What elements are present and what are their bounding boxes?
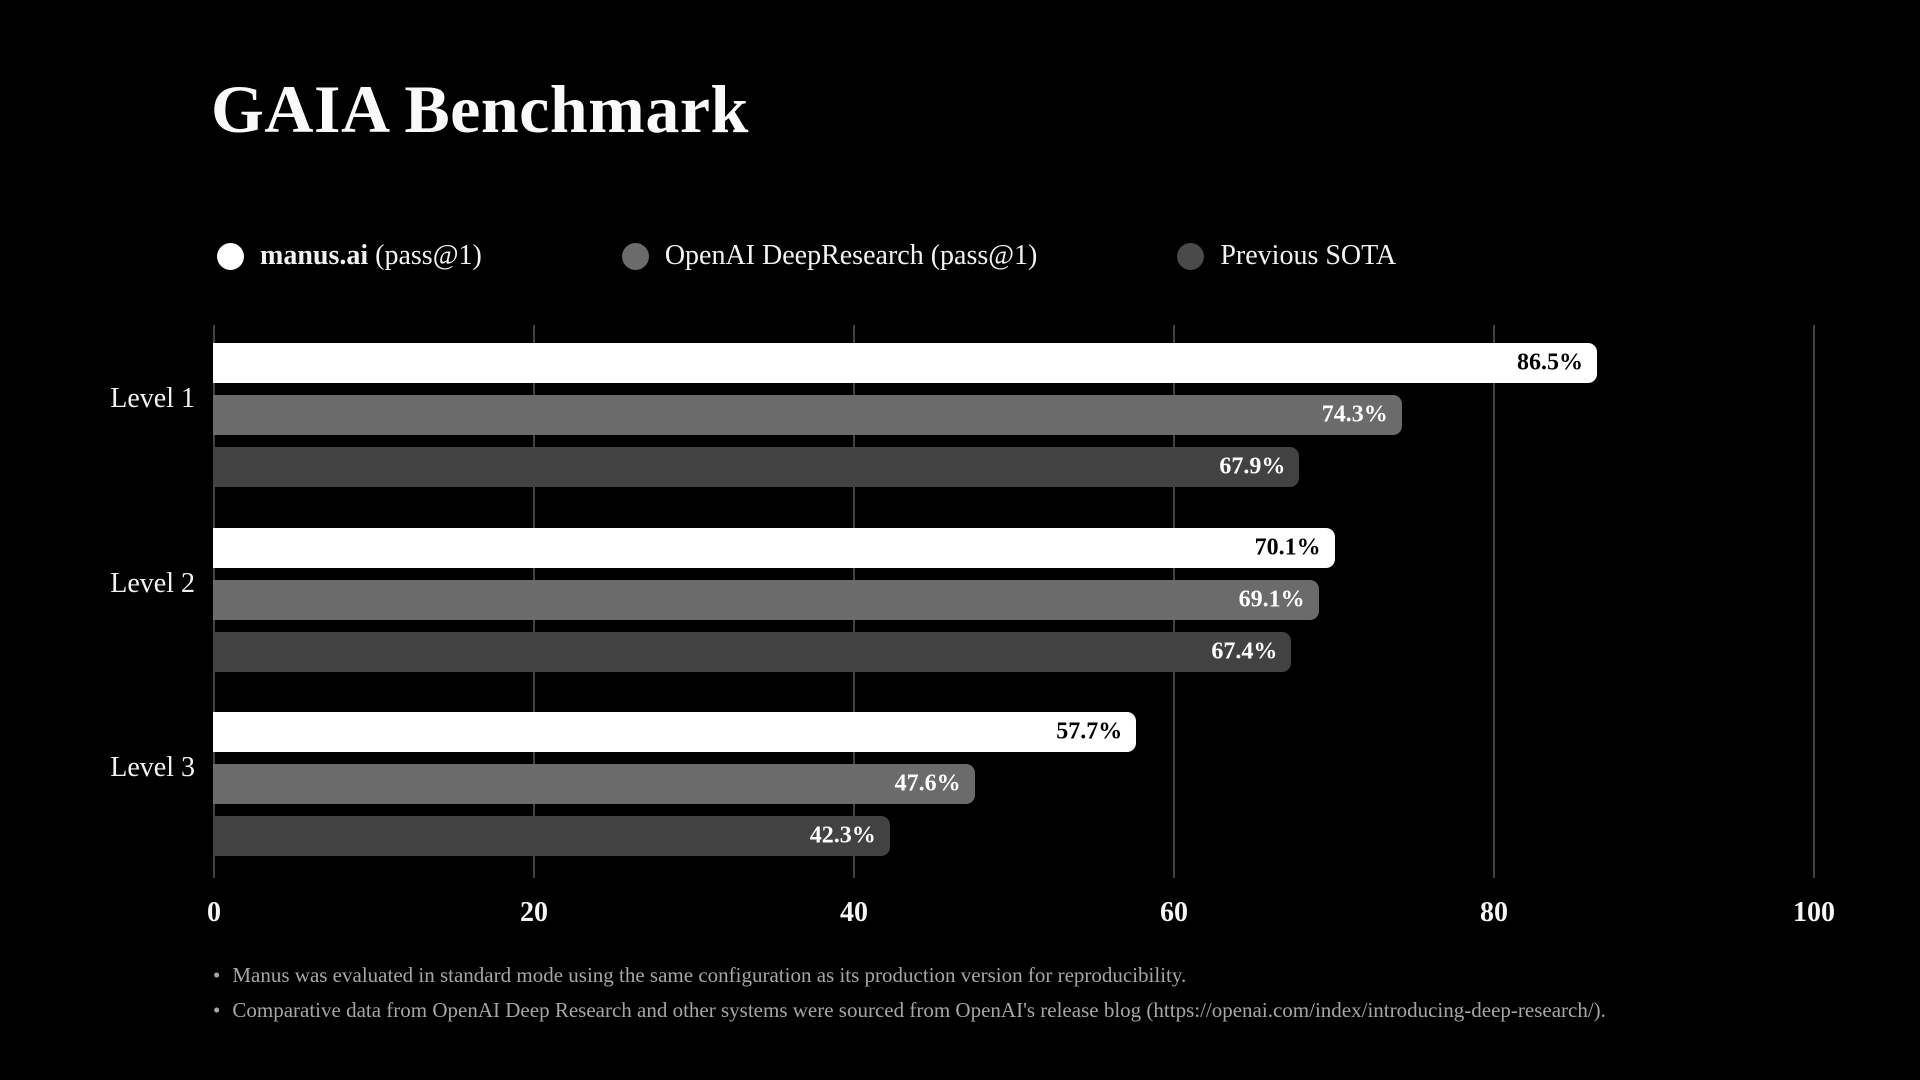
bar-level-3-openai-deepresearch-pass-1: 47.6% [213,764,975,804]
legend-dot-icon [217,242,244,270]
legend-label: manus.ai (pass@1) [260,240,482,271]
bar-value-label: 69.1% [1238,586,1305,612]
x-tick-label-100: 100 [1793,897,1835,928]
footnote-text: Manus was evaluated in standard mode usi… [232,963,1187,987]
bar-level-3-manus-ai-pass-1: 57.7% [213,712,1137,752]
category-label-level-2: Level 2 [110,567,195,599]
legend-dot-icon [621,242,649,270]
x-tick-label-80: 80 [1480,897,1508,928]
x-tick-label-40: 40 [840,897,868,928]
bar-level-2-manus-ai-pass-1: 70.1% [213,527,1335,568]
category-label-level-1: Level 1 [110,383,195,414]
bar-value-label: 70.1% [1254,534,1321,560]
bar-level-1-previous-sota: 67.9% [213,447,1300,487]
legend-label: OpenAI DeepResearch (pass@1) [664,240,1038,271]
legend-item-openai-deepresearch-pass-1: OpenAI DeepResearch (pass@1) [621,240,1038,272]
category-label-level-3: Level 3 [110,752,195,783]
bar-level-1-openai-deepresearch-pass-1: 74.3% [213,395,1402,435]
bar-level-2-previous-sota: 67.4% [213,631,1292,672]
bar-level-1-manus-ai-pass-1: 86.5% [213,343,1597,383]
plot-area: 0 20 40 60 80 100 Level 1 86.5% 74.3% 67.9% Level … [110,325,1853,928]
footnote-1: • Manus was evaluated in standard mode us… [213,958,1606,993]
bar-level-2-openai-deepresearch-pass-1: 69.1% [213,579,1319,620]
bar-level-3-previous-sota: 42.3% [213,816,890,856]
bar-value-label: 74.3% [1321,401,1388,428]
legend-item-manus-ai-pass-1: manus.ai (pass@1) [217,240,482,272]
bar-value-label: 47.6% [894,770,961,797]
bar-value-label: 67.9% [1219,453,1286,480]
gridline-80 [1493,325,1495,878]
legend-item-previous-sota: Previous SOTA [1177,240,1396,272]
gridline-100 [1813,325,1815,878]
bar-value-label: 57.7% [1056,718,1123,745]
footnote-2: • Comparative data from OpenAI Deep Resea… [213,993,1606,1028]
legend-label: Previous SOTA [1220,240,1397,271]
bullet-icon: • [213,963,221,987]
x-tick-label-20: 20 [520,897,548,928]
bar-value-label: 86.5% [1517,349,1583,376]
footnotes: • Manus was evaluated in standard mode us… [213,958,1606,1028]
x-tick-label-0: 0 [207,897,221,928]
chart-legend: manus.ai (pass@1) OpenAI DeepResearch (pa… [217,240,1396,272]
footnote-text: Comparative data from OpenAI Deep Resear… [232,998,1606,1022]
page-title: GAIA Benchmark [211,71,749,147]
bar-value-label: 42.3% [809,822,876,849]
legend-dot-icon [1177,242,1205,270]
bullet-icon: • [213,998,221,1022]
x-tick-label-60: 60 [1160,897,1188,928]
bar-value-label: 67.4% [1211,638,1278,664]
